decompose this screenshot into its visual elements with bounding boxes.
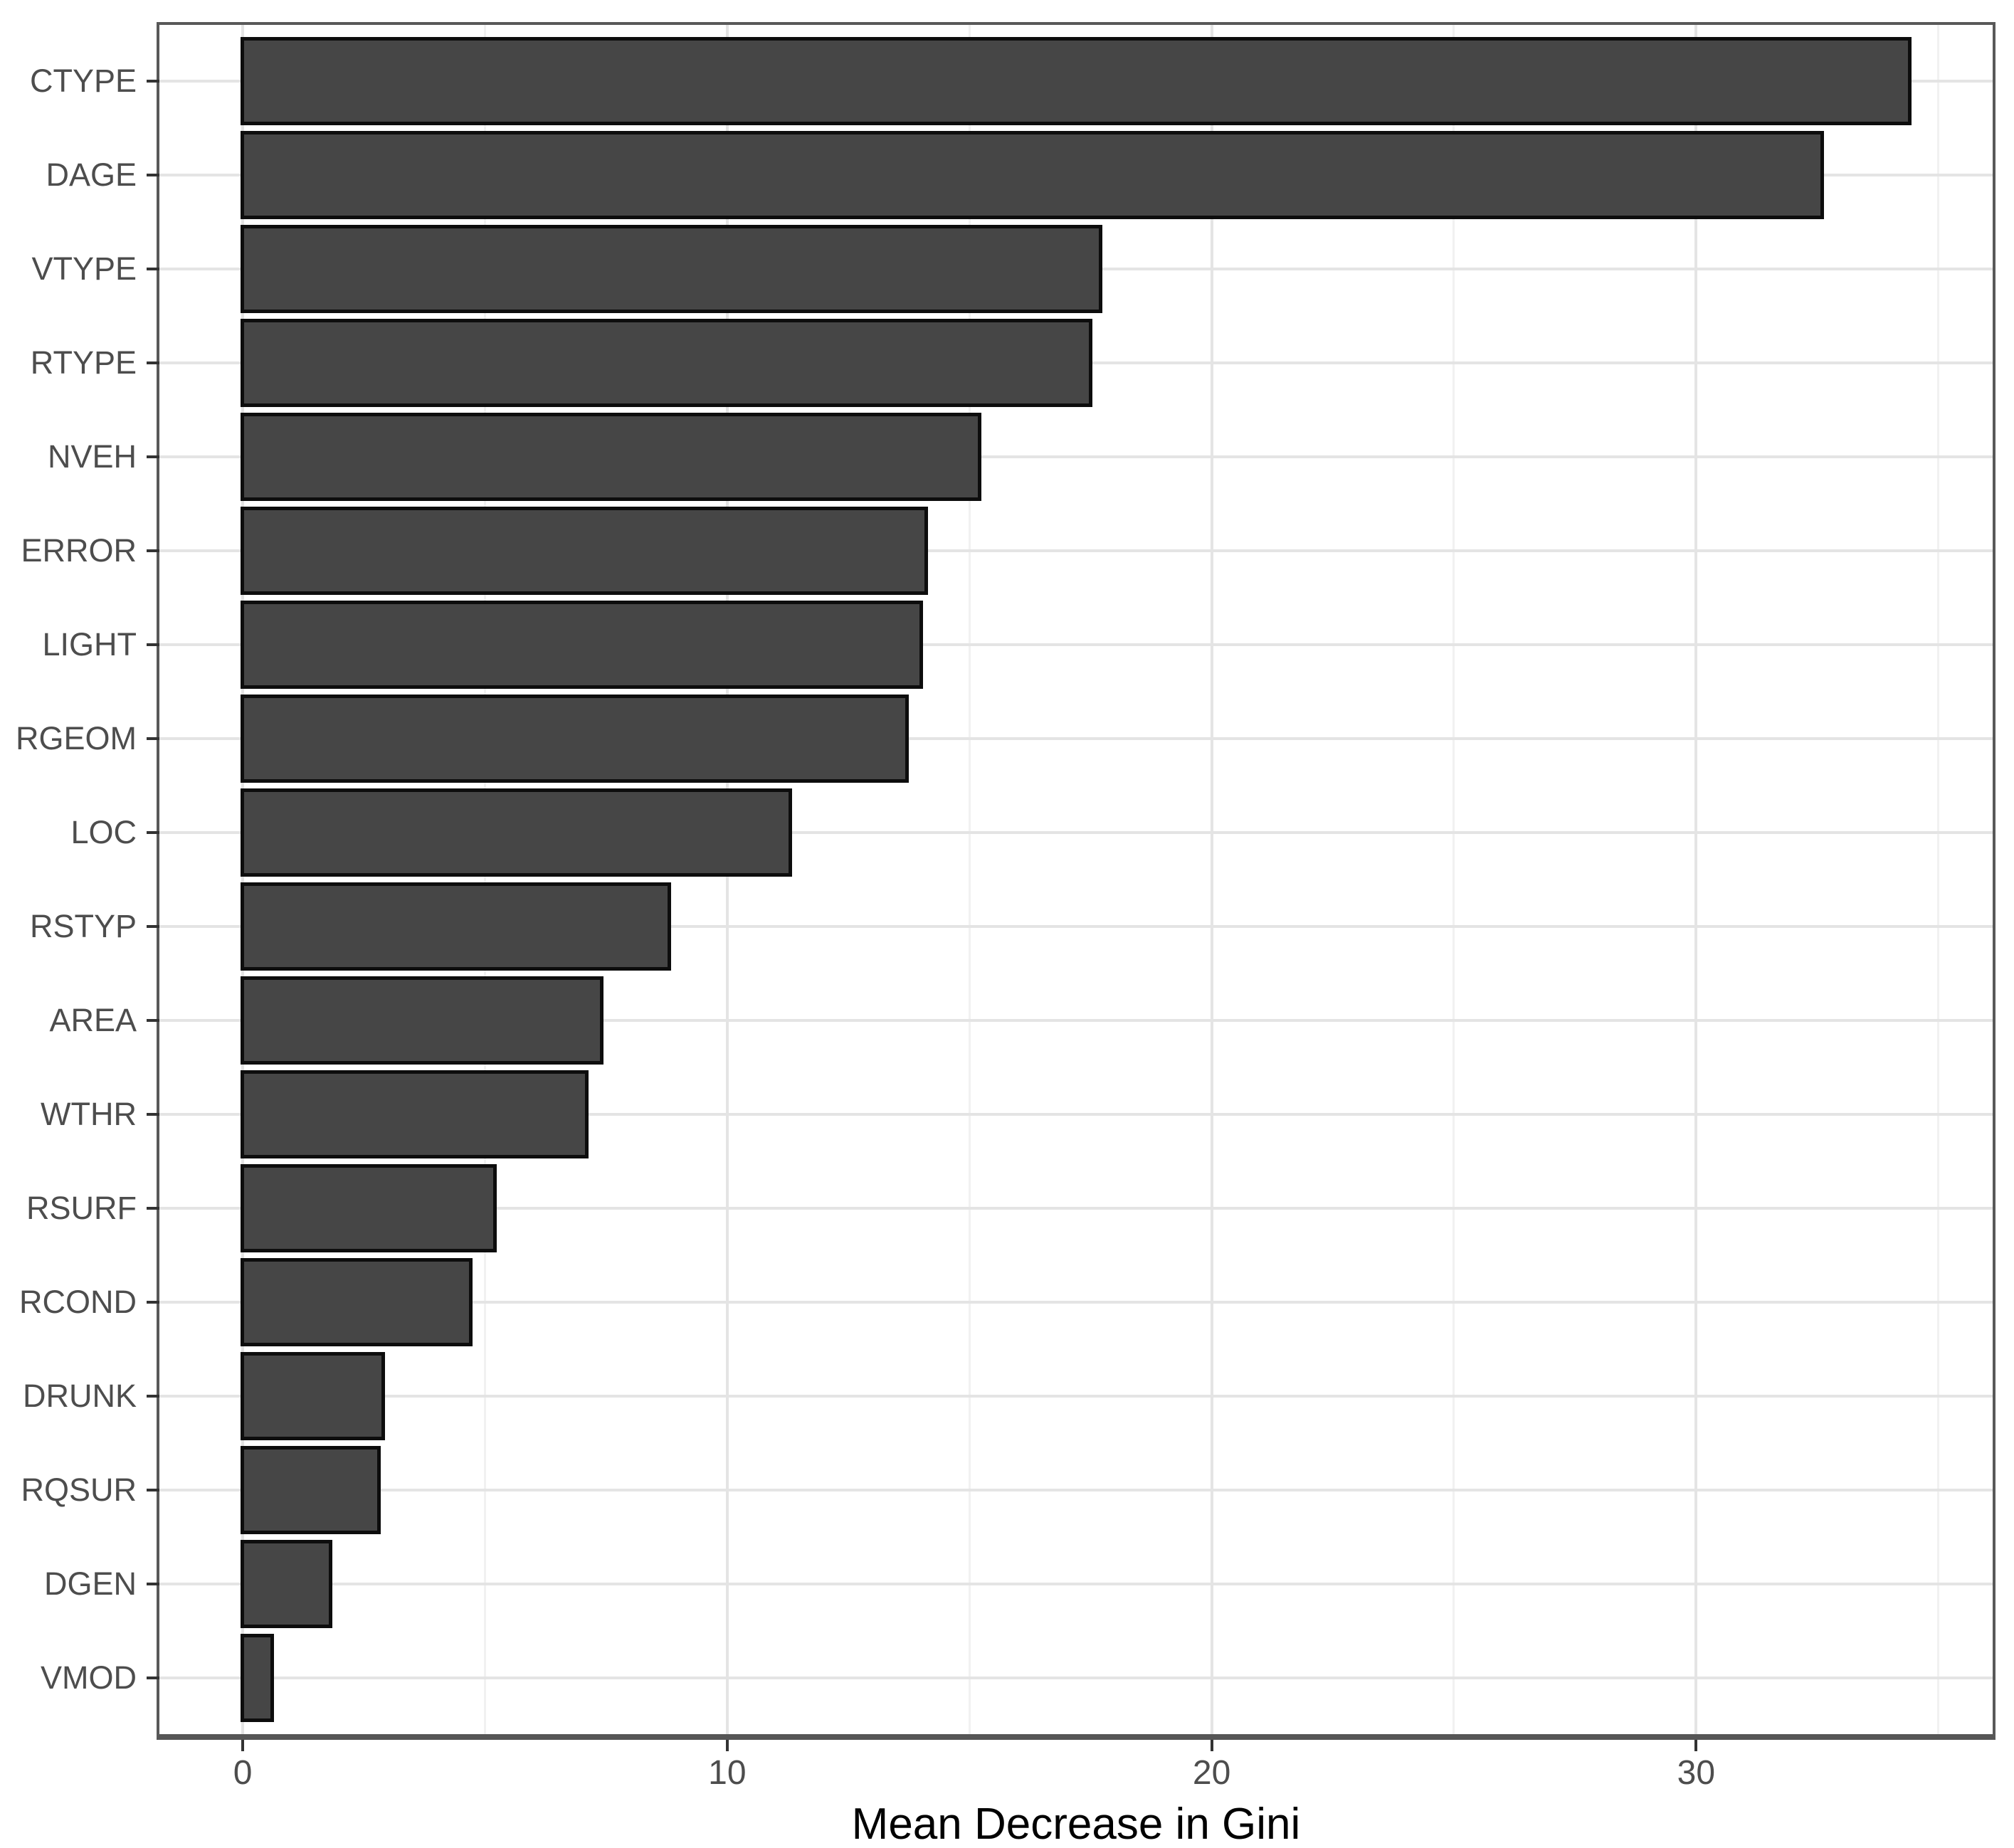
- y-tick-mark: [147, 737, 159, 741]
- bar-ctype: [241, 37, 1912, 126]
- bar-rcond: [241, 1257, 473, 1346]
- category-gridline: [159, 1112, 1993, 1116]
- y-tick-mark: [147, 924, 159, 928]
- y-axis-label-loc: LOC: [70, 814, 137, 850]
- bar-dgen: [241, 1539, 333, 1628]
- y-tick-mark: [147, 361, 159, 365]
- category-gridline: [159, 643, 1993, 647]
- category-gridline: [159, 924, 1993, 928]
- bar-rstyp: [241, 882, 672, 971]
- bar-drunk: [241, 1351, 386, 1440]
- y-axis-label-area: AREA: [49, 1001, 137, 1038]
- category-gridline: [159, 549, 1993, 553]
- y-axis-label-dgen: DGEN: [43, 1565, 137, 1602]
- major-gridline: [725, 25, 729, 1734]
- y-tick-mark: [147, 1582, 159, 1585]
- x-axis-label-10: 10: [708, 1754, 747, 1792]
- y-axis-label-dage: DAGE: [46, 157, 137, 194]
- major-gridline: [1694, 25, 1698, 1734]
- y-axis-label-rgeom: RGEOM: [15, 720, 137, 757]
- y-tick-mark: [147, 1112, 159, 1116]
- bar-rgeom: [241, 695, 910, 783]
- bar-rtype: [241, 319, 1093, 408]
- bar-error: [241, 507, 929, 596]
- y-axis-label-rcond: RCOND: [19, 1283, 137, 1320]
- category-gridline: [159, 1394, 1993, 1398]
- category-gridline: [159, 831, 1993, 834]
- y-tick-mark: [147, 1206, 159, 1210]
- x-axis-label-0: 0: [233, 1754, 253, 1792]
- y-tick-mark: [147, 174, 159, 177]
- major-gridline: [1210, 25, 1213, 1734]
- major-gridline: [241, 25, 245, 1734]
- y-tick-mark: [147, 80, 159, 83]
- bar-rsurf: [241, 1163, 497, 1252]
- y-axis-label-vtype: VTYPE: [31, 250, 137, 287]
- category-gridline: [159, 737, 1993, 741]
- y-axis-label-error: ERROR: [21, 532, 137, 569]
- category-gridline: [159, 1018, 1993, 1022]
- y-axis-label-rqsur: RQSUR: [21, 1471, 137, 1508]
- category-gridline: [159, 1488, 1993, 1491]
- bar-vmod: [241, 1633, 275, 1722]
- minor-gridline: [483, 25, 486, 1734]
- y-tick-mark: [147, 1300, 159, 1304]
- y-tick-mark: [147, 1018, 159, 1022]
- bar-loc: [241, 788, 793, 877]
- bar-light: [241, 601, 924, 690]
- bar-nveh: [241, 413, 982, 502]
- y-tick-mark: [147, 268, 159, 271]
- y-tick-mark: [147, 1394, 159, 1398]
- y-tick-mark: [147, 455, 159, 459]
- y-axis-label-rsurf: RSURF: [26, 1189, 137, 1226]
- bar-vtype: [241, 225, 1103, 314]
- x-axis-title: Mean Decrease in Gini: [851, 1800, 1301, 1848]
- y-axis-label-rstyp: RSTYP: [29, 907, 137, 944]
- minor-gridline: [1452, 25, 1455, 1734]
- bar-area: [241, 976, 604, 1065]
- x-axis-label-30: 30: [1677, 1754, 1716, 1792]
- y-axis-label-rtype: RTYPE: [30, 344, 137, 381]
- y-tick-mark: [147, 643, 159, 647]
- minor-gridline: [968, 25, 971, 1734]
- category-gridline: [159, 1206, 1993, 1210]
- y-tick-mark: [147, 831, 159, 834]
- x-axis-label-20: 20: [1192, 1754, 1231, 1792]
- x-tick-mark: [1210, 1740, 1213, 1751]
- y-axis-label-ctype: CTYPE: [29, 63, 137, 100]
- x-tick-mark: [1694, 1740, 1698, 1751]
- x-tick-mark: [725, 1740, 729, 1751]
- category-gridline: [159, 1300, 1993, 1304]
- y-tick-mark: [147, 1676, 159, 1679]
- y-axis-label-nveh: NVEH: [47, 438, 137, 475]
- bar-wthr: [241, 1070, 589, 1158]
- y-axis-label-drunk: DRUNK: [22, 1377, 137, 1414]
- category-gridline: [159, 455, 1993, 459]
- y-axis-label-wthr: WTHR: [41, 1095, 137, 1132]
- category-gridline: [159, 1676, 1993, 1679]
- y-axis-label-light: LIGHT: [42, 626, 137, 663]
- y-tick-mark: [147, 549, 159, 553]
- bar-dage: [241, 131, 1825, 220]
- category-gridline: [159, 1582, 1993, 1585]
- y-axis-label-vmod: VMOD: [41, 1659, 137, 1696]
- y-tick-mark: [147, 1488, 159, 1491]
- bar-rqsur: [241, 1445, 381, 1534]
- plot-panel: [157, 22, 1995, 1740]
- minor-gridline: [1937, 25, 1940, 1734]
- x-tick-mark: [241, 1740, 245, 1751]
